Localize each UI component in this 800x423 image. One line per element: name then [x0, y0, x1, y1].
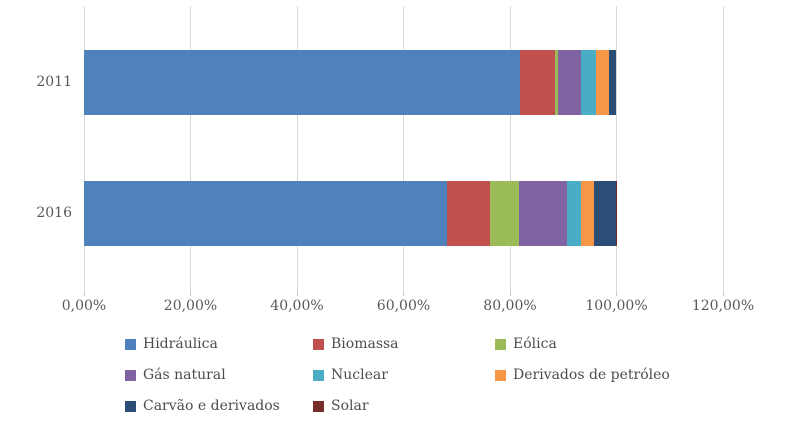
gridline — [616, 6, 617, 291]
axis-tick — [509, 291, 511, 296]
gridline — [509, 6, 511, 291]
legend-label: Derivados de petróleo — [513, 367, 670, 383]
legend-label: Biomassa — [331, 336, 399, 352]
bar-segment-2016-carv-o-e-derivados — [594, 181, 616, 246]
legend-label: Hidráulica — [143, 336, 218, 352]
axis-tick — [296, 291, 298, 296]
legend-item-g-s-natural: Gás natural — [125, 367, 226, 383]
x-tick-label: 120,00% — [691, 298, 755, 314]
legend-item-derivados-de-petr-leo: Derivados de petróleo — [495, 367, 670, 383]
legend-swatch-icon — [125, 369, 136, 381]
bar-segment-2011-biomassa — [520, 50, 556, 115]
legend-label: Gás natural — [143, 367, 226, 383]
bar-segment-2016-derivados-de-petr-leo — [581, 181, 595, 246]
legend-swatch-icon — [125, 338, 136, 350]
bar-segment-2016-hidr-ulica — [84, 181, 447, 246]
gridline — [83, 6, 85, 291]
bar-segment-2011-derivados-de-petr-leo — [595, 50, 610, 115]
axis-tick — [83, 291, 85, 296]
bar-segment-2011-e-lica — [555, 50, 558, 115]
legend-swatch-icon — [125, 400, 136, 412]
bar-segment-2011-g-s-natural — [557, 50, 582, 115]
legend-swatch-icon — [495, 338, 506, 350]
axis-tick — [722, 291, 724, 296]
legend-item-carv-o-e-derivados: Carvão e derivados — [125, 398, 280, 414]
legend-item-biomassa: Biomassa — [313, 336, 399, 352]
legend-item-e-lica: Eólica — [495, 336, 557, 352]
bar-segment-2016-solar — [615, 181, 617, 246]
legend-label: Carvão e derivados — [143, 398, 280, 414]
axis-tick — [616, 291, 617, 296]
legend-item-nuclear: Nuclear — [313, 367, 388, 383]
bar-segment-2016-nuclear — [567, 181, 582, 246]
x-tick-label: 60,00% — [376, 298, 431, 314]
bar-segment-2016-e-lica — [490, 181, 520, 246]
bar-2011 — [84, 50, 617, 115]
bar-segment-2011-carv-o-e-derivados — [609, 50, 617, 115]
gridline — [403, 6, 404, 291]
x-tick-label: 80,00% — [483, 298, 537, 314]
bar-segment-2016-g-s-natural — [519, 181, 568, 246]
legend-item-solar: Solar — [313, 398, 369, 414]
gridline — [722, 6, 724, 291]
plot-area — [83, 6, 724, 291]
bar-segment-2011-nuclear — [581, 50, 596, 115]
legend-swatch-icon — [313, 338, 324, 350]
legend-item-hidr-ulica: Hidráulica — [125, 336, 218, 352]
gridline — [296, 6, 298, 291]
axis-tick — [190, 291, 191, 296]
bar-segment-2011-hidr-ulica — [84, 50, 521, 115]
x-tick-label: 100,00% — [585, 298, 648, 314]
legend-label: Eólica — [513, 336, 557, 352]
bar-segment-2016-biomassa — [446, 181, 491, 246]
legend-label: Solar — [331, 398, 369, 414]
legend-label: Nuclear — [331, 367, 388, 383]
legend-swatch-icon — [495, 369, 506, 381]
legend-swatch-icon — [313, 369, 324, 381]
x-tick-label: 20,00% — [163, 298, 218, 314]
y-category-label: 2011 — [36, 74, 72, 90]
x-tick-label: 40,00% — [270, 298, 324, 314]
y-category-label: 2016 — [36, 205, 72, 221]
legend-swatch-icon — [313, 400, 324, 412]
gridline — [190, 6, 191, 291]
axis-tick — [403, 291, 404, 296]
x-tick-label: 0,00% — [61, 298, 107, 314]
bar-2016 — [84, 181, 617, 246]
